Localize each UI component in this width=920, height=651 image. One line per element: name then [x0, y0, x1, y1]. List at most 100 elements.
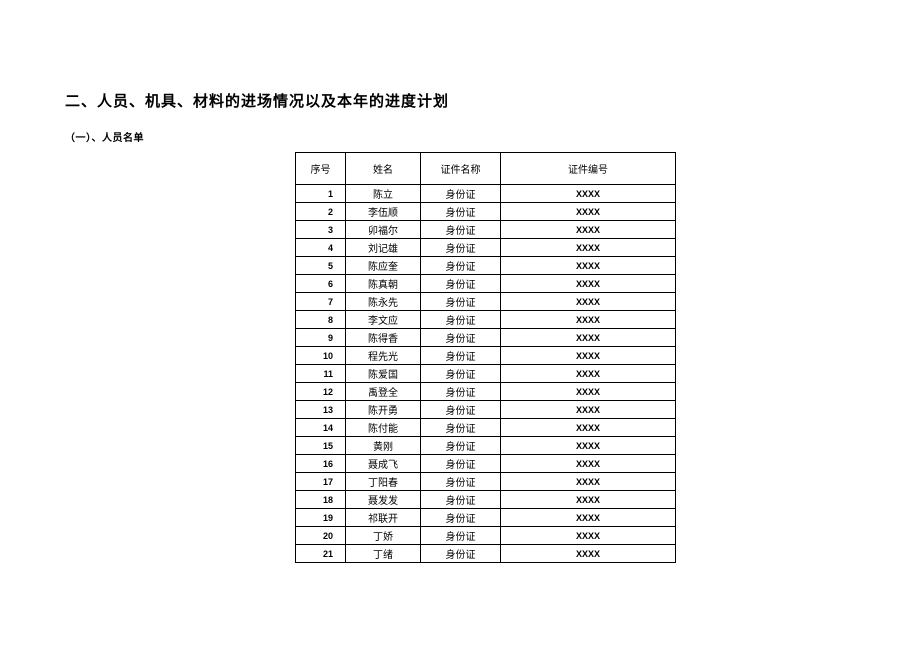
cell-index: 6 [296, 275, 346, 293]
cell-index: 5 [296, 257, 346, 275]
cell-name: 刘记雄 [346, 239, 421, 257]
header-name: 姓名 [346, 153, 421, 185]
cell-cert-no: XXXX [501, 383, 676, 401]
cell-cert-type: 身份证 [421, 437, 501, 455]
cell-name: 陈立 [346, 185, 421, 203]
table-row: 18聂发发身份证XXXX [296, 491, 676, 509]
table-header-row: 序号 姓名 证件名称 证件编号 [296, 153, 676, 185]
cell-name: 陈应奎 [346, 257, 421, 275]
cell-name: 禹登全 [346, 383, 421, 401]
table-row: 10程先光身份证XXXX [296, 347, 676, 365]
section-title: 二、人员、机具、材料的进场情况以及本年的进度计划 [65, 90, 920, 111]
cell-index: 20 [296, 527, 346, 545]
cell-name: 陈爱国 [346, 365, 421, 383]
cell-cert-no: XXXX [501, 239, 676, 257]
cell-cert-no: XXXX [501, 329, 676, 347]
cell-cert-no: XXXX [501, 419, 676, 437]
cell-cert-no: XXXX [501, 491, 676, 509]
cell-cert-type: 身份证 [421, 545, 501, 563]
table-row: 6陈真朝身份证XXXX [296, 275, 676, 293]
cell-cert-no: XXXX [501, 455, 676, 473]
cell-cert-type: 身份证 [421, 419, 501, 437]
cell-name: 程先光 [346, 347, 421, 365]
cell-cert-type: 身份证 [421, 365, 501, 383]
cell-cert-type: 身份证 [421, 383, 501, 401]
cell-name: 李伍顺 [346, 203, 421, 221]
table-row: 17丁阳春身份证XXXX [296, 473, 676, 491]
cell-cert-type: 身份证 [421, 257, 501, 275]
cell-name: 丁阳春 [346, 473, 421, 491]
table-container: 序号 姓名 证件名称 证件编号 1陈立身份证XXXX2李伍顺身份证XXXX3卯福… [295, 152, 920, 563]
cell-name: 陈真朝 [346, 275, 421, 293]
table-row: 13陈开勇身份证XXXX [296, 401, 676, 419]
cell-name: 黄刚 [346, 437, 421, 455]
cell-cert-type: 身份证 [421, 401, 501, 419]
header-cert-type: 证件名称 [421, 153, 501, 185]
cell-name: 卯福尔 [346, 221, 421, 239]
table-row: 8李文应身份证XXXX [296, 311, 676, 329]
cell-cert-type: 身份证 [421, 203, 501, 221]
cell-cert-no: XXXX [501, 365, 676, 383]
cell-name: 陈得香 [346, 329, 421, 347]
cell-index: 16 [296, 455, 346, 473]
header-index: 序号 [296, 153, 346, 185]
cell-index: 13 [296, 401, 346, 419]
cell-index: 15 [296, 437, 346, 455]
cell-cert-no: XXXX [501, 437, 676, 455]
cell-cert-no: XXXX [501, 347, 676, 365]
cell-index: 11 [296, 365, 346, 383]
cell-index: 4 [296, 239, 346, 257]
table-row: 19祁联开身份证XXXX [296, 509, 676, 527]
cell-cert-no: XXXX [501, 221, 676, 239]
personnel-table: 序号 姓名 证件名称 证件编号 1陈立身份证XXXX2李伍顺身份证XXXX3卯福… [295, 152, 676, 563]
table-row: 3卯福尔身份证XXXX [296, 221, 676, 239]
table-row: 11陈爱国身份证XXXX [296, 365, 676, 383]
cell-cert-no: XXXX [501, 275, 676, 293]
cell-index: 7 [296, 293, 346, 311]
table-row: 16聂成飞身份证XXXX [296, 455, 676, 473]
cell-cert-no: XXXX [501, 293, 676, 311]
cell-cert-type: 身份证 [421, 311, 501, 329]
cell-cert-no: XXXX [501, 257, 676, 275]
cell-cert-no: XXXX [501, 185, 676, 203]
subsection-title: （一）、人员名单 [65, 129, 920, 144]
table-row: 4刘记雄身份证XXXX [296, 239, 676, 257]
table-row: 9陈得香身份证XXXX [296, 329, 676, 347]
table-row: 14陈付能身份证XXXX [296, 419, 676, 437]
table-row: 7陈永先身份证XXXX [296, 293, 676, 311]
cell-cert-no: XXXX [501, 311, 676, 329]
cell-index: 3 [296, 221, 346, 239]
cell-cert-type: 身份证 [421, 185, 501, 203]
cell-cert-type: 身份证 [421, 473, 501, 491]
cell-name: 陈永先 [346, 293, 421, 311]
cell-index: 8 [296, 311, 346, 329]
cell-name: 祁联开 [346, 509, 421, 527]
cell-index: 1 [296, 185, 346, 203]
cell-cert-type: 身份证 [421, 221, 501, 239]
cell-cert-type: 身份证 [421, 491, 501, 509]
cell-index: 9 [296, 329, 346, 347]
table-row: 2李伍顺身份证XXXX [296, 203, 676, 221]
cell-index: 10 [296, 347, 346, 365]
cell-name: 陈开勇 [346, 401, 421, 419]
cell-cert-type: 身份证 [421, 527, 501, 545]
cell-cert-no: XXXX [501, 509, 676, 527]
cell-index: 14 [296, 419, 346, 437]
table-row: 5陈应奎身份证XXXX [296, 257, 676, 275]
cell-index: 12 [296, 383, 346, 401]
cell-cert-type: 身份证 [421, 455, 501, 473]
cell-name: 陈付能 [346, 419, 421, 437]
cell-cert-no: XXXX [501, 401, 676, 419]
table-body: 1陈立身份证XXXX2李伍顺身份证XXXX3卯福尔身份证XXXX4刘记雄身份证X… [296, 185, 676, 563]
table-row: 12禹登全身份证XXXX [296, 383, 676, 401]
cell-index: 17 [296, 473, 346, 491]
cell-cert-no: XXXX [501, 203, 676, 221]
header-cert-no: 证件编号 [501, 153, 676, 185]
cell-name: 丁绪 [346, 545, 421, 563]
cell-cert-type: 身份证 [421, 293, 501, 311]
cell-index: 19 [296, 509, 346, 527]
cell-name: 丁娇 [346, 527, 421, 545]
cell-cert-type: 身份证 [421, 347, 501, 365]
cell-index: 2 [296, 203, 346, 221]
cell-cert-type: 身份证 [421, 275, 501, 293]
